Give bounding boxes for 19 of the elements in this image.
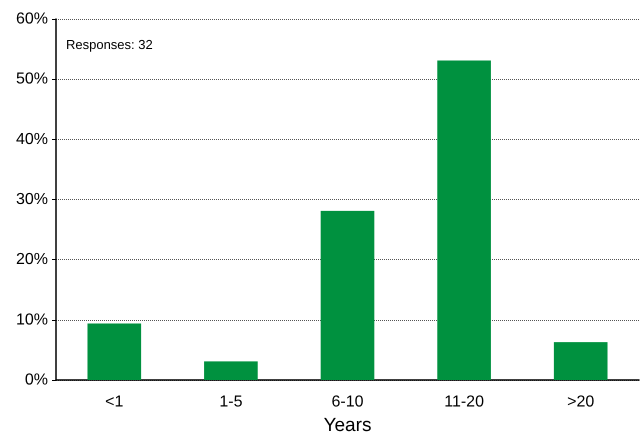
- annotation: Responses: 32: [66, 37, 153, 52]
- bar: [320, 210, 374, 380]
- y-tick-label: 0%: [24, 372, 48, 388]
- x-tick-label: 6-10: [331, 394, 364, 410]
- x-tick-label: >20: [567, 394, 594, 410]
- x-tick-label: <1: [105, 394, 124, 410]
- y-tick-label: 60%: [16, 10, 48, 28]
- bar: [554, 342, 608, 380]
- y-tick-label: 10%: [16, 311, 48, 328]
- bar: [204, 361, 258, 380]
- y-tick-label: 40%: [16, 130, 48, 148]
- x-tick-label: 1-5: [219, 394, 243, 410]
- x-axis-title: Years: [324, 415, 372, 436]
- x-tick-label: 11-20: [444, 394, 484, 410]
- y-tick-label: 30%: [16, 191, 48, 208]
- y-tick-label: 20%: [16, 251, 48, 268]
- bar: [437, 60, 491, 380]
- y-tick-label: 50%: [16, 70, 48, 88]
- bar: [87, 323, 142, 380]
